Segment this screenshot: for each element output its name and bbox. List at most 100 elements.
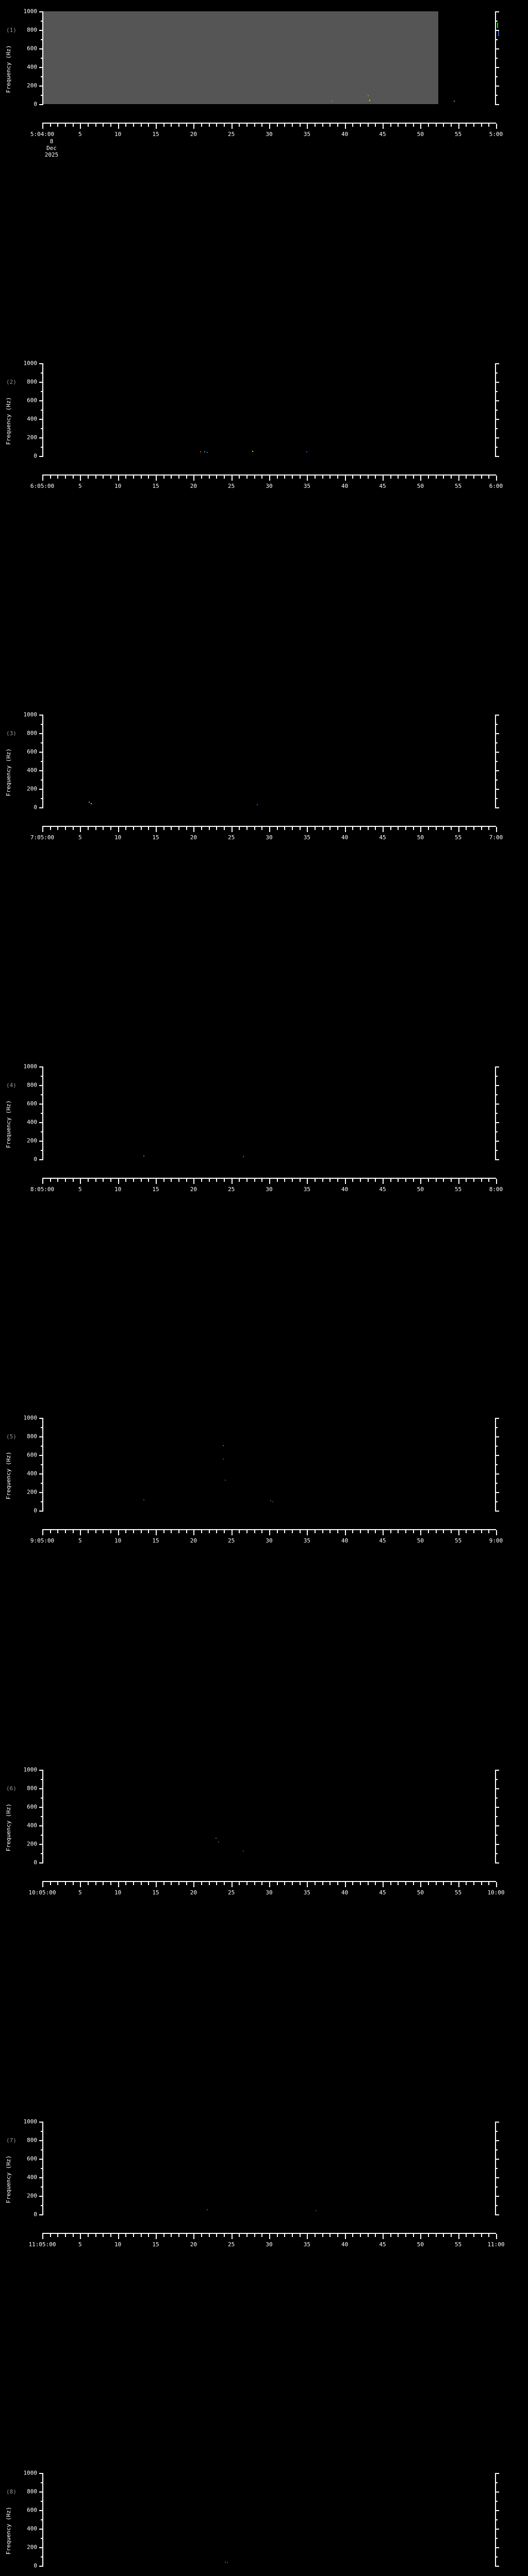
- x-axis-tick: [95, 2233, 96, 2237]
- y-axis-tick-right: [495, 752, 499, 753]
- x-axis-tick: [458, 1178, 459, 1184]
- x-axis-tick: [224, 2233, 225, 2237]
- panel-4: Frequency (Hz) (4) 1000 800 600 400 200 0 8:05:0…: [0, 1055, 528, 1231]
- x-axis-tick: [481, 124, 482, 127]
- x-axis-tick: [322, 1530, 323, 1534]
- x-axis-tick: [473, 1530, 474, 1534]
- x-axis-tick: [88, 2233, 89, 2237]
- x-axis-tick: [292, 1882, 293, 1885]
- x-axis-start-label: 11:05:00: [28, 2241, 56, 2248]
- y-axis-minor-tick: [41, 2501, 43, 2502]
- y-axis-minor-tick: [41, 1816, 43, 1817]
- x-axis-tick: [390, 475, 391, 479]
- y-axis-minor-tick: [41, 446, 43, 448]
- y-axis-minor-tick: [41, 1853, 43, 1854]
- x-axis-tick: [95, 827, 96, 831]
- y-axis-minor-tick: [41, 1427, 43, 1429]
- detection-mark: [216, 1838, 217, 1839]
- y-axis-tick-label: 0: [34, 804, 37, 811]
- x-axis-tick: [412, 1530, 414, 1534]
- x-axis-tick: [254, 475, 255, 479]
- x-axis-tick: [156, 475, 157, 481]
- x-axis-tick: [276, 827, 278, 831]
- y-axis-tick-label: 800: [27, 378, 37, 385]
- x-axis-tick: [140, 2233, 142, 2237]
- x-axis-tick: [284, 475, 286, 479]
- panel-index-label: (2): [6, 378, 16, 385]
- y-axis-tick-label: 0: [34, 2211, 37, 2218]
- x-axis-tick-label: 10: [114, 2241, 122, 2248]
- y-axis-tick-label: 0: [34, 1507, 37, 1514]
- y-axis-tick-label: 200: [27, 785, 37, 792]
- x-axis-tick: [458, 124, 459, 129]
- y-axis-minor-tick-right: [495, 1446, 498, 1447]
- y-axis-minor-tick-right: [495, 76, 498, 77]
- x-axis-tick: [398, 1882, 399, 1885]
- detection-mark: [222, 1445, 224, 1447]
- x-axis-tick: [171, 2233, 172, 2237]
- x-axis-tick: [375, 2233, 376, 2237]
- x-axis-tick: [148, 1530, 150, 1534]
- x-axis-tick-label: 30: [266, 1185, 273, 1193]
- x-axis-tick: [118, 124, 119, 129]
- x-axis-tick: [110, 2233, 111, 2237]
- x-axis-tick: [178, 1178, 179, 1182]
- y-axis-tick: [39, 2529, 43, 2530]
- x-axis-tick: [216, 475, 218, 479]
- x-axis-tick-label: 15: [152, 131, 159, 138]
- x-axis-tick-label: 20: [190, 1185, 197, 1193]
- y-axis-tick-right: [495, 2140, 499, 2141]
- y-axis-tick-label: 1000: [23, 1063, 38, 1070]
- x-axis: 9:05:00 5 10 15 20 25 30 35 40 45 50 55 9:00: [30, 1529, 503, 1544]
- x-axis-tick: [344, 2233, 346, 2239]
- x-axis-tick: [360, 1530, 361, 1534]
- x-axis-tick: [420, 124, 422, 129]
- x-axis-tick: [269, 1178, 270, 1184]
- x-axis-tick: [42, 2233, 43, 2239]
- x-axis-tick: [103, 2233, 104, 2237]
- x-axis-tick: [398, 1178, 399, 1182]
- panel-7: Frequency (Hz) (7) 1000 800 600 400 200 0 11:05:…: [0, 2110, 528, 2286]
- y-axis-tick: [39, 789, 43, 790]
- y-axis-tick-right: [495, 1084, 499, 1086]
- x-axis-tick: [466, 1178, 467, 1182]
- y-axis-tick-right: [495, 789, 499, 790]
- x-axis-tick: [466, 475, 467, 479]
- x-axis-tick: [458, 1882, 459, 1887]
- x-axis-tick-label: 25: [228, 482, 235, 489]
- x-axis-tick-label: 15: [152, 2241, 159, 2248]
- x-axis-tick: [201, 124, 202, 127]
- x-axis-tick: [329, 2233, 331, 2237]
- y-axis-minor-tick: [41, 1094, 43, 1095]
- x-axis-tick: [148, 475, 150, 479]
- x-axis-tick: [88, 124, 89, 127]
- x-axis-tick: [261, 1882, 263, 1885]
- x-axis-tick: [110, 124, 111, 127]
- y-axis-minor-tick-right: [495, 1797, 498, 1799]
- x-axis-tick: [315, 827, 316, 831]
- y-axis-minor-tick: [41, 39, 43, 40]
- x-axis-tick: [201, 1178, 202, 1182]
- x-axis-tick: [451, 1178, 452, 1182]
- x-axis-tick: [337, 1882, 338, 1885]
- x-axis-tick: [246, 1530, 248, 1534]
- margin-detection-mark: [498, 30, 499, 36]
- x-axis-tick: [451, 2233, 452, 2237]
- x-axis-tick-label: 50: [417, 1185, 424, 1193]
- x-axis-tick-label: 55: [455, 482, 462, 489]
- y-axis-tick-label: 800: [27, 2488, 37, 2495]
- x-axis-tick: [261, 827, 263, 831]
- y-axis-tick-right: [495, 1436, 499, 1438]
- x-axis-tick: [186, 475, 187, 479]
- x-axis-tick: [231, 1178, 233, 1184]
- x-axis-tick: [307, 827, 308, 833]
- x-axis-tick: [103, 1530, 104, 1534]
- x-axis-tick-label: 25: [228, 1185, 235, 1193]
- x-axis-tick: [186, 124, 187, 127]
- y-axis-tick-label: 200: [27, 2544, 37, 2551]
- x-axis-tick: [110, 475, 111, 479]
- x-axis-tick-label: 25: [228, 2241, 235, 2248]
- x-axis-tick-label: 40: [341, 1889, 349, 1896]
- detection-mark: [256, 804, 258, 805]
- y-axis-minor-tick-right: [495, 1853, 498, 1854]
